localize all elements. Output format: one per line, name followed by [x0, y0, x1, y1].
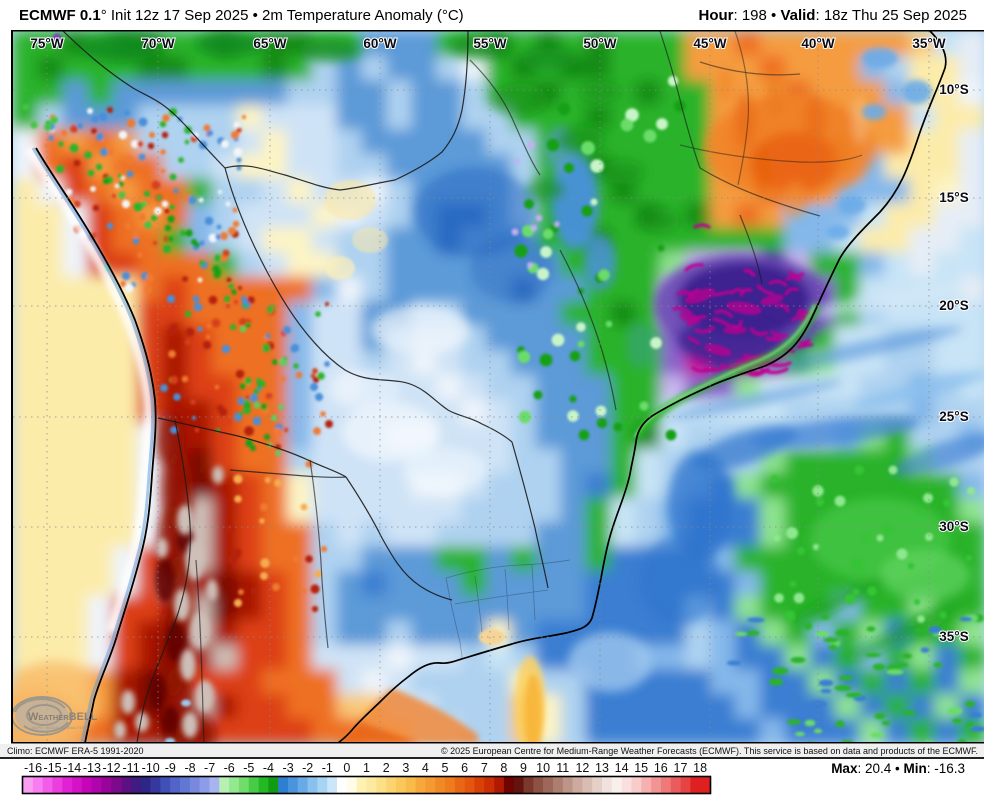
- svg-text:18: 18: [693, 761, 707, 775]
- svg-text:0: 0: [343, 761, 350, 775]
- svg-text:2: 2: [383, 761, 390, 775]
- svg-text:12: 12: [575, 761, 589, 775]
- svg-text:30°S: 30°S: [939, 519, 968, 534]
- svg-text:-13: -13: [83, 761, 101, 775]
- svg-text:-11: -11: [123, 761, 140, 775]
- svg-text:4: 4: [422, 761, 429, 775]
- svg-text:-15: -15: [44, 761, 62, 775]
- svg-text:75°W: 75°W: [30, 36, 63, 51]
- svg-text:-16: -16: [24, 761, 42, 775]
- svg-text:60°W: 60°W: [363, 36, 396, 51]
- svg-text:50°W: 50°W: [583, 36, 616, 51]
- svg-text:70°W: 70°W: [141, 36, 174, 51]
- svg-text:11: 11: [556, 761, 569, 775]
- svg-text:-12: -12: [102, 761, 120, 775]
- svg-text:15: 15: [634, 761, 648, 775]
- svg-text:-6: -6: [224, 761, 235, 775]
- svg-text:-8: -8: [184, 761, 195, 775]
- svg-text:10: 10: [536, 761, 550, 775]
- svg-text:20°S: 20°S: [939, 298, 968, 313]
- svg-text:MAPS · MODELS · ANALYTICS: MAPS · MODELS · ANALYTICS: [31, 725, 88, 730]
- svg-text:15°S: 15°S: [939, 190, 968, 205]
- svg-text:9: 9: [520, 761, 527, 775]
- svg-text:7: 7: [481, 761, 488, 775]
- svg-text:-1: -1: [322, 761, 333, 775]
- svg-text:-5: -5: [243, 761, 254, 775]
- svg-text:16: 16: [654, 761, 668, 775]
- svg-text:5: 5: [442, 761, 449, 775]
- svg-text:13: 13: [595, 761, 609, 775]
- svg-text:-9: -9: [165, 761, 176, 775]
- svg-text:35°W: 35°W: [912, 36, 945, 51]
- svg-text:-14: -14: [63, 761, 81, 775]
- svg-text:3: 3: [402, 761, 409, 775]
- svg-text:-7: -7: [204, 761, 215, 775]
- svg-text:10°S: 10°S: [939, 82, 968, 97]
- svg-text:-4: -4: [263, 761, 274, 775]
- svg-text:WEATHERBELL: WEATHERBELL: [28, 711, 98, 723]
- svg-text:14: 14: [615, 761, 629, 775]
- svg-text:55°W: 55°W: [473, 36, 506, 51]
- svg-text:6: 6: [461, 761, 468, 775]
- svg-text:-3: -3: [283, 761, 294, 775]
- svg-text:-10: -10: [142, 761, 160, 775]
- svg-text:-2: -2: [302, 761, 313, 775]
- svg-text:25°S: 25°S: [939, 409, 968, 424]
- svg-text:1: 1: [363, 761, 370, 775]
- svg-text:8: 8: [500, 761, 507, 775]
- svg-text:65°W: 65°W: [253, 36, 286, 51]
- svg-text:40°W: 40°W: [801, 36, 834, 51]
- svg-text:35°S: 35°S: [939, 629, 968, 644]
- svg-text:17: 17: [674, 761, 688, 775]
- svg-text:45°W: 45°W: [693, 36, 726, 51]
